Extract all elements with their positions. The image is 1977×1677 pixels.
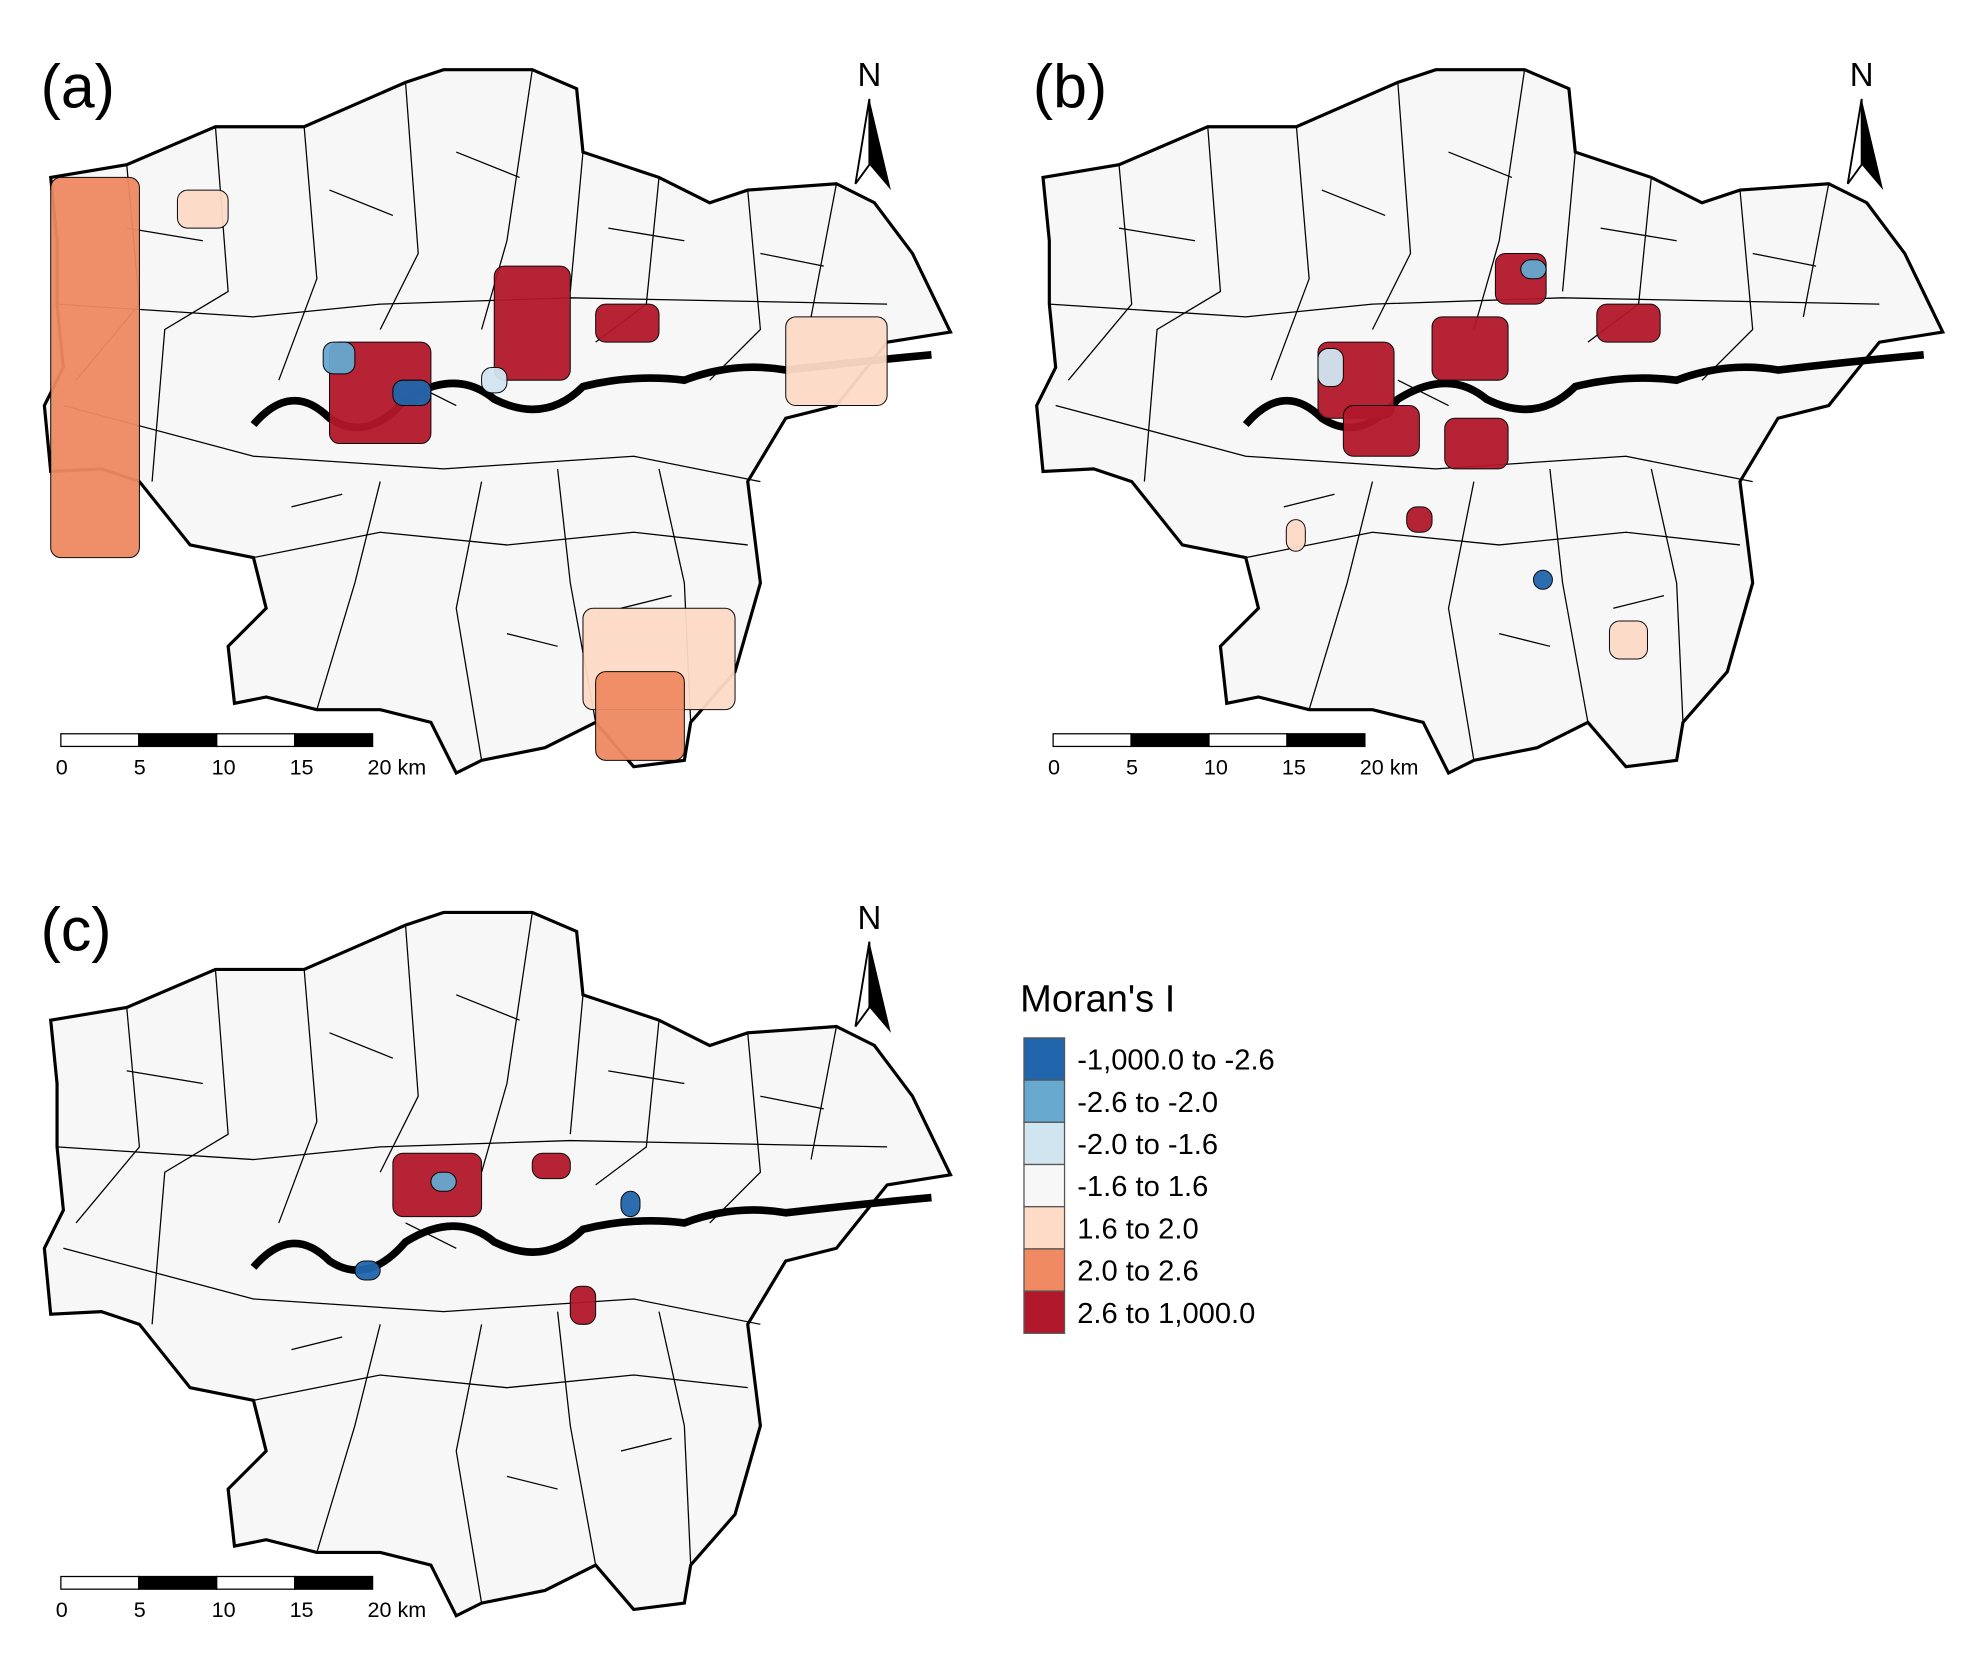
cluster-area: [620, 1190, 641, 1218]
north-label: N: [857, 899, 881, 936]
legend-label: -2.0 to -1.6: [1077, 1129, 1218, 1161]
scale-bar: [1208, 733, 1288, 748]
north-label: N: [857, 56, 881, 93]
north-arrow: [854, 941, 871, 1028]
cluster-area: [595, 303, 660, 343]
scale-bar: [138, 1575, 218, 1590]
legend-label: -2.6 to -2.0: [1077, 1087, 1218, 1119]
scale-bar: [216, 733, 296, 748]
cluster-area: [595, 671, 685, 761]
scale-label: 20 km: [368, 755, 427, 779]
north-arrow: [1846, 98, 1863, 185]
panel-label: (c): [41, 895, 112, 963]
scale-bar: [1286, 733, 1366, 748]
cluster-area: [322, 341, 356, 375]
scale-label: 5: [134, 1598, 146, 1622]
legend-label: 2.0 to 2.6: [1077, 1256, 1198, 1288]
map-panel: (a) N 0 5 10 15 20 km: [41, 53, 951, 779]
north-arrow: [869, 98, 891, 191]
scale-bar: [60, 1575, 140, 1590]
cluster-area: [1520, 259, 1547, 280]
legend-label: 1.6 to 2.0: [1077, 1213, 1198, 1245]
scale-label: 5: [134, 755, 146, 779]
cluster-area: [569, 1285, 597, 1325]
legend-label: -1.6 to 1.6: [1077, 1171, 1208, 1203]
cluster-area: [392, 379, 432, 407]
scale-bar: [138, 733, 218, 748]
north-arrow: [854, 98, 871, 185]
scale-label: 10: [212, 755, 236, 779]
scale-label: 5: [1126, 755, 1138, 779]
map-panel: (c) N 0 5 10 15 20 km: [41, 895, 951, 1622]
legend-swatch: [1023, 1206, 1066, 1250]
scale-label: 0: [56, 755, 68, 779]
legend-swatch: [1023, 1121, 1066, 1166]
cluster-area: [1431, 316, 1509, 381]
scale-bar: [60, 733, 140, 748]
map-panel: (b) N 0 5 10 15 20 km: [1033, 53, 1943, 779]
scale-bar: [1052, 733, 1132, 748]
legend-swatch: [1023, 1290, 1066, 1334]
scale-bar: [216, 1575, 296, 1590]
scale-label: 0: [1048, 755, 1060, 779]
scale-bar: [294, 1575, 374, 1590]
scale-bar: [294, 733, 374, 748]
north-arrow: [1861, 98, 1884, 191]
cluster-area: [50, 176, 140, 559]
cluster-area: [1608, 620, 1648, 660]
scale-bar: [1130, 733, 1210, 748]
legend-swatch: [1023, 1163, 1066, 1208]
north-arrow: [869, 941, 891, 1033]
scale-label: 20 km: [1360, 755, 1419, 779]
cluster-area: [1285, 519, 1306, 552]
legend-title: Moran's I: [1020, 978, 1175, 1020]
cluster-area: [785, 316, 888, 407]
scale-label: 15: [290, 755, 314, 779]
cluster-area: [1596, 303, 1661, 343]
scale-label: 10: [1204, 755, 1228, 779]
legend-label: -1,000.0 to -2.6: [1077, 1045, 1275, 1077]
cluster-area: [430, 1171, 457, 1192]
cluster-area: [1444, 417, 1509, 470]
cluster-area: [354, 1260, 381, 1281]
north-label: N: [1850, 56, 1874, 93]
panel-label: (a): [41, 53, 115, 121]
cluster-area: [1342, 405, 1420, 457]
cluster-area: [481, 367, 508, 394]
scale-label: 15: [1282, 755, 1306, 779]
legend-swatch: [1023, 1248, 1066, 1292]
scale-label: 0: [56, 1598, 68, 1622]
cluster-area: [493, 265, 571, 381]
panel-label: (b): [1033, 53, 1107, 121]
legend-label: 2.6 to 1,000.0: [1077, 1298, 1255, 1330]
cluster-area: [176, 189, 229, 229]
cluster-area: [1532, 569, 1553, 590]
scale-label: 10: [212, 1598, 236, 1622]
scale-label: 20 km: [368, 1598, 427, 1622]
legend-swatch: [1023, 1079, 1066, 1123]
legend-swatch: [1023, 1037, 1066, 1081]
scale-label: 15: [290, 1598, 314, 1622]
cluster-area: [1317, 347, 1344, 388]
cluster-area: [1406, 506, 1433, 533]
cluster-area: [531, 1152, 571, 1180]
